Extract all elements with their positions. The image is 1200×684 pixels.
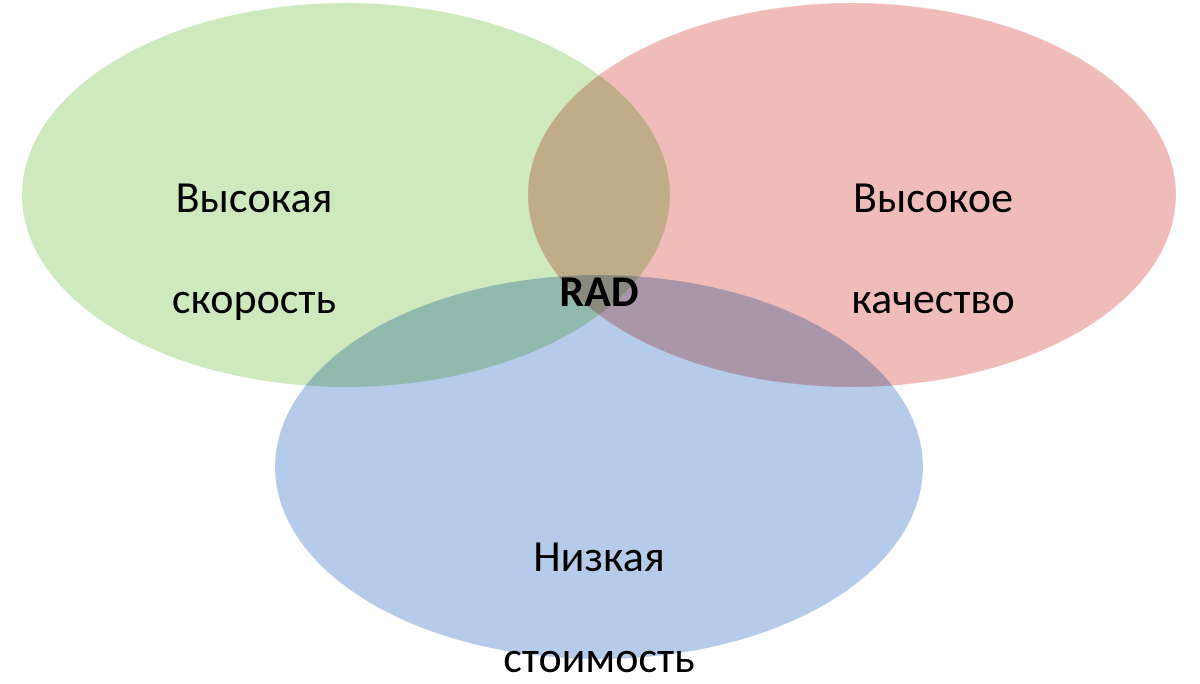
- venn-label-line2: качество: [851, 271, 1014, 325]
- venn-center-label: RAD: [499, 264, 699, 318]
- venn-label-line1: Низкая: [533, 529, 665, 583]
- venn-diagram: Высокая скорость Высокое качество Низкая…: [0, 0, 1200, 665]
- venn-label-line1: Высокое: [853, 170, 1013, 224]
- venn-label-line1: Высокая: [176, 170, 333, 224]
- venn-label-speed: Высокая скорость: [54, 122, 454, 324]
- venn-label-cost: Низкая стоимость: [399, 481, 799, 683]
- venn-label-line2: скорость: [172, 271, 336, 325]
- venn-label-quality: Высокое качество: [733, 122, 1133, 324]
- venn-label-line2: стоимость: [503, 630, 694, 684]
